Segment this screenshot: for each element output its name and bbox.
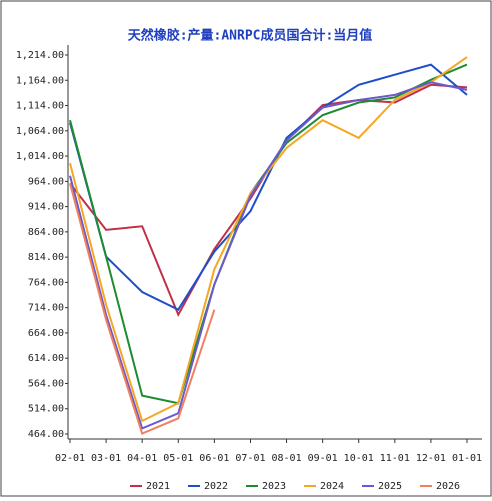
x-tick-label: 07-01 [235,453,265,464]
y-tick-label: 814.00 [28,252,64,263]
legend-label: 2025 [378,481,402,492]
y-tick-label: 714.00 [28,303,64,314]
x-tick-label: 10-01 [344,453,374,464]
x-tick-label: 09-01 [308,453,338,464]
y-tick-label: 1,164.00 [16,75,64,86]
line-series [69,183,216,435]
y-tick-label: 1,214.00 [16,50,64,61]
y-tick-label: 1,014.00 [16,151,64,162]
x-tick-label: 08-01 [271,453,301,464]
x-tick-label: 12-01 [416,453,446,464]
y-tick-label: 864.00 [28,227,64,238]
legend-label: 2026 [436,481,460,492]
y-tick-label: 1,114.00 [16,101,64,112]
x-tick-label: 05-01 [163,453,193,464]
y-tick-label: 914.00 [28,202,64,213]
legend-label: 2021 [146,481,170,492]
y-tick-label: 1,064.00 [16,126,64,137]
x-tick-label: 01-01 [452,453,482,464]
y-tick-label: 664.00 [28,328,64,339]
y-tick-label: 564.00 [28,378,64,389]
legend-label: 2023 [262,481,286,492]
x-tick-label: 04-01 [127,453,157,464]
x-tick-label: 06-01 [199,453,229,464]
line-series [69,81,468,430]
legend-label: 2022 [204,481,228,492]
y-tick-label: 614.00 [28,353,64,364]
y-tick-label: 964.00 [28,176,64,187]
y-tick-label: 464.00 [28,429,64,440]
legend-label: 2024 [320,481,344,492]
y-tick-label: 764.00 [28,277,64,288]
x-tick-label: 03-01 [91,453,121,464]
line-series [69,56,468,423]
line-series [69,63,468,311]
x-tick-label: 11-01 [380,453,410,464]
chart-title: 天然橡胶:产量:ANRPC成员国合计:当月值 [128,28,373,44]
x-tick-label: 02-01 [55,453,85,464]
y-tick-label: 514.00 [28,404,64,415]
